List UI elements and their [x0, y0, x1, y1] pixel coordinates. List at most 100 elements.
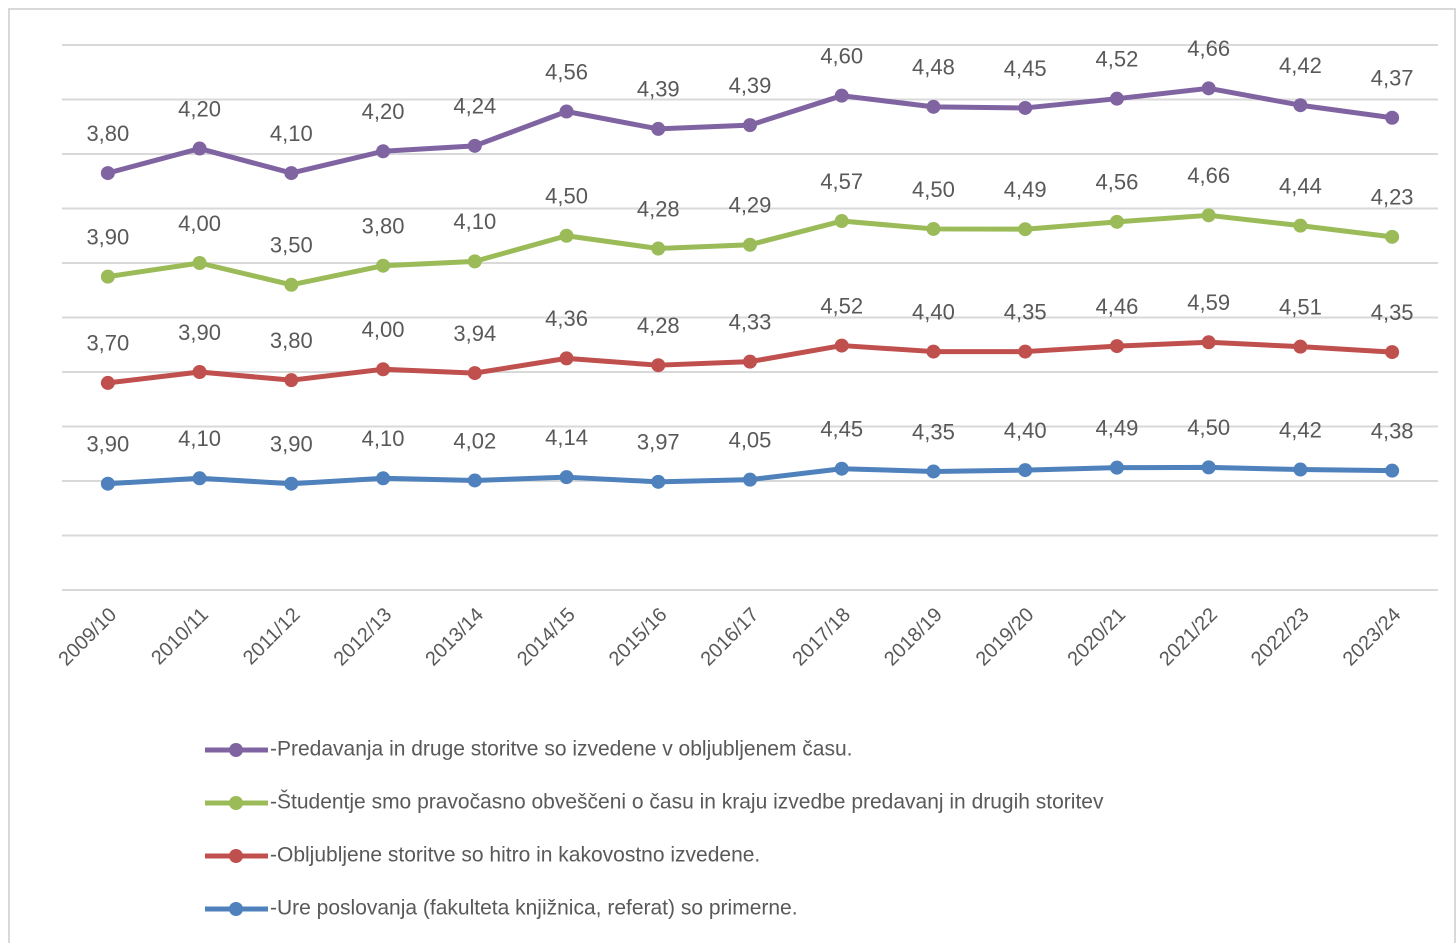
- data-label: 4,23: [1371, 185, 1414, 210]
- data-label: 4,66: [1187, 36, 1230, 61]
- data-label: 4,66: [1187, 163, 1230, 188]
- point: [926, 464, 941, 479]
- data-label: 4,51: [1279, 294, 1322, 319]
- data-label: 4,10: [270, 121, 313, 146]
- point: [284, 476, 299, 491]
- point: [467, 473, 482, 488]
- data-label: 3,80: [270, 328, 313, 353]
- data-label: 4,59: [1187, 290, 1230, 315]
- point: [192, 365, 207, 379]
- data-label: 3,90: [86, 224, 129, 249]
- point: [1385, 229, 1400, 244]
- point: [1201, 335, 1216, 350]
- point: [743, 237, 757, 252]
- chart-frame: [8, 8, 1456, 943]
- point: [559, 104, 574, 119]
- point: [926, 344, 941, 359]
- data-label: 4,38: [1371, 418, 1414, 443]
- point: [192, 141, 207, 156]
- point: [651, 241, 666, 256]
- point: [1293, 462, 1308, 477]
- data-label: 4,44: [1279, 173, 1322, 198]
- point: [1018, 222, 1033, 237]
- point: [834, 461, 849, 476]
- data-label: 4,20: [178, 96, 221, 121]
- data-label: 3,90: [178, 320, 221, 345]
- point: [1018, 463, 1033, 478]
- point: [1385, 463, 1400, 478]
- data-label: 4,42: [1279, 53, 1322, 78]
- data-label: 4,45: [820, 417, 863, 442]
- legend-label: -Obljubljene storitve so hitro in kakovo…: [270, 844, 760, 867]
- data-label: 4,33: [729, 309, 772, 334]
- point: [1109, 91, 1124, 106]
- point: [376, 258, 391, 273]
- point: [1018, 344, 1033, 359]
- point: [743, 472, 757, 487]
- point: [1109, 214, 1124, 229]
- point: [100, 166, 115, 181]
- point: [1201, 81, 1216, 96]
- point: [1201, 208, 1216, 223]
- data-label: 4,14: [545, 425, 588, 450]
- point: [284, 373, 299, 388]
- point: [467, 254, 482, 269]
- data-label: 4,24: [453, 94, 496, 119]
- data-label: 4,60: [820, 43, 863, 68]
- point: [1109, 339, 1124, 354]
- point: [834, 338, 849, 353]
- data-label: 3,70: [86, 331, 129, 356]
- data-label: 4,29: [729, 193, 772, 218]
- point: [192, 471, 207, 486]
- data-label: 3,97: [637, 430, 680, 455]
- point: [1385, 345, 1400, 360]
- point: [376, 362, 391, 377]
- data-label: 4,52: [1096, 46, 1139, 71]
- point: [834, 214, 849, 229]
- point: [651, 358, 666, 373]
- data-label: 4,50: [545, 184, 588, 209]
- data-label: 4,49: [1004, 177, 1047, 202]
- data-label: 4,00: [362, 317, 405, 342]
- point: [1109, 460, 1124, 475]
- point: [651, 121, 666, 136]
- data-label: 4,40: [912, 299, 955, 324]
- data-label: 3,90: [270, 432, 313, 457]
- point: [376, 144, 391, 159]
- point: [926, 221, 941, 236]
- point: [559, 351, 574, 366]
- point: [926, 99, 941, 114]
- point: [559, 228, 574, 243]
- point: [467, 138, 482, 153]
- legend-marker: [229, 849, 243, 863]
- point: [1293, 98, 1308, 113]
- point: [1293, 339, 1308, 354]
- data-label: 4,02: [453, 428, 496, 453]
- legend-marker: [229, 796, 243, 810]
- data-label: 4,10: [178, 426, 221, 451]
- data-label: 4,37: [1371, 66, 1414, 91]
- data-label: 3,94: [453, 321, 496, 346]
- point: [1385, 110, 1400, 125]
- data-label: 4,05: [729, 427, 772, 452]
- point: [743, 118, 757, 133]
- data-label: 4,52: [820, 293, 863, 318]
- data-label: 4,56: [545, 59, 588, 84]
- data-label: 4,35: [1371, 300, 1414, 325]
- data-label: 4,28: [637, 313, 680, 338]
- point: [100, 375, 115, 390]
- point: [192, 256, 207, 270]
- data-label: 3,50: [270, 233, 313, 258]
- data-label: 4,42: [1279, 417, 1322, 442]
- point: [651, 474, 666, 489]
- data-label: 4,56: [1096, 170, 1139, 195]
- point: [743, 354, 757, 369]
- data-label: 4,20: [362, 99, 405, 124]
- data-label: 4,50: [912, 177, 955, 202]
- legend-marker: [229, 902, 243, 916]
- data-label: 4,28: [637, 196, 680, 221]
- point: [1018, 100, 1033, 115]
- data-label: 4,39: [637, 77, 680, 102]
- data-label: 4,10: [453, 209, 496, 234]
